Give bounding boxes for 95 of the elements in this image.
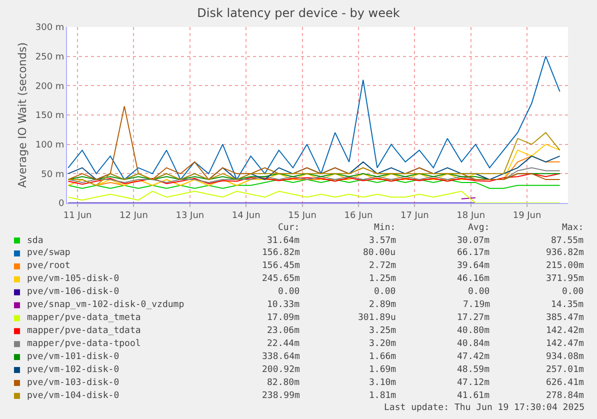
legend-label: mapper/pve-data_tmeta: [27, 313, 141, 323]
text: 46.16m: [457, 274, 490, 284]
line-series: [68, 190, 560, 203]
x-tick-label: 15 Jun: [288, 210, 316, 221]
text: Min:: [374, 223, 396, 233]
line-series: [68, 132, 560, 186]
line-series: [68, 173, 560, 185]
text: 626.41m: [546, 378, 584, 388]
text: 17.27m: [457, 313, 490, 323]
text: 0.00: [278, 287, 300, 297]
text: 3.20m: [369, 339, 396, 349]
text: 215.00m: [546, 261, 584, 271]
text: 156.45m: [262, 261, 300, 271]
text: 371.95m: [546, 274, 584, 284]
legend-label: mapper/pve-data_tdata: [27, 326, 141, 336]
y-tick-label: 150 m: [35, 111, 64, 122]
text: 48.59m: [457, 365, 490, 375]
text: 3.10m: [369, 378, 396, 388]
text: 1.69m: [369, 365, 396, 375]
text: 17.09m: [267, 313, 300, 323]
text: 30.07m: [457, 236, 490, 246]
legend-label: pve/swap: [27, 248, 70, 258]
text: 80.00u: [363, 248, 396, 258]
text: 142.42m: [546, 326, 584, 336]
text: 0.00: [562, 287, 584, 297]
y-tick-label: 200 m: [35, 82, 64, 92]
line-series: [68, 144, 560, 186]
text: 278.84m: [546, 391, 584, 401]
text: 31.64m: [267, 236, 300, 246]
legend-label: pve/vm-106-disk-0: [27, 287, 120, 297]
text: Last update: Thu Jun 19 17:30:04 2025: [384, 403, 584, 413]
text: 338.64m: [262, 352, 300, 362]
x-tick-label: 13 Jun: [176, 210, 204, 221]
text: 2.89m: [369, 300, 396, 310]
text: 40.80m: [457, 326, 490, 336]
text: 257.01m: [546, 365, 584, 375]
text: 0.00: [468, 287, 490, 297]
legend-label: pve/snap_vm-102-disk-0_vzdump: [27, 300, 184, 310]
text: 40.84m: [457, 339, 490, 349]
y-tick-label: 100 m: [35, 140, 64, 150]
y-tick-label: 250 m: [35, 52, 64, 62]
text: Max:: [562, 223, 584, 233]
text: 66.17m: [457, 248, 490, 258]
text: 1.25m: [369, 274, 396, 284]
text: 3.25m: [369, 326, 396, 336]
legend-label: pve/vm-102-disk-0: [27, 365, 120, 375]
text: 7.19m: [463, 300, 490, 310]
x-tick-label: 16 Jun: [344, 210, 373, 221]
x-tick-label: 14 Jun: [232, 210, 260, 221]
text: 156.82m: [262, 248, 300, 258]
y-tick-label: 0: [58, 199, 64, 210]
text: 2.72m: [369, 261, 396, 271]
legend-label: pve/vm-105-disk-0: [27, 274, 120, 284]
text: 1.81m: [369, 391, 396, 401]
legend-label: pve/vm-103-disk-0: [27, 378, 120, 388]
chart-title: Disk latency per device - by week: [197, 6, 400, 20]
text: 39.64m: [457, 261, 490, 271]
x-tick-label: 18 Jun: [456, 210, 486, 221]
y-axis-title: Average IO Wait (seconds): [16, 42, 30, 188]
text: 301.89u: [358, 313, 396, 323]
legend-label: mapper/pve-data-tpool: [27, 339, 141, 349]
text: 3.57m: [369, 236, 396, 246]
text: 22.44m: [267, 339, 300, 349]
text: 0.00: [374, 287, 396, 297]
line-series: [68, 167, 560, 183]
x-tick-label: 19 Jun: [512, 210, 542, 221]
text: 245.65m: [262, 274, 300, 284]
x-tick-label: 17 Jun: [400, 210, 429, 221]
text: 23.06m: [267, 326, 300, 336]
text: 41.61m: [457, 391, 490, 401]
line-series: [68, 56, 560, 180]
text: 47.12m: [457, 378, 490, 388]
text: 82.80m: [267, 378, 300, 388]
text: 47.42m: [457, 352, 490, 362]
legend-label: sda: [27, 236, 44, 246]
text: 936.82m: [546, 248, 584, 258]
x-tick-label: 12 Jun: [120, 210, 148, 221]
text: 1.66m: [369, 352, 396, 362]
text: Avg:: [468, 223, 490, 233]
legend-label: pve/vm-101-disk-0: [27, 352, 120, 362]
legend-label: pve/vm-104-disk-0: [27, 391, 120, 401]
line-series: [68, 179, 560, 189]
text: 87.55m: [551, 236, 584, 246]
text: 934.08m: [546, 352, 584, 362]
text: 200.92m: [262, 365, 300, 375]
text: 385.47m: [546, 313, 584, 323]
text: 238.99m: [262, 391, 300, 401]
legend-label: pve/root: [27, 261, 70, 271]
text: 14.35m: [551, 300, 584, 310]
text: 142.47m: [546, 339, 584, 349]
x-tick-label: 11 Jun: [63, 210, 92, 221]
y-tick-label: 50 m: [41, 170, 64, 180]
text: 10.33m: [267, 300, 300, 310]
y-tick-label: 300 m: [35, 23, 64, 34]
text: Cur:: [278, 223, 300, 233]
